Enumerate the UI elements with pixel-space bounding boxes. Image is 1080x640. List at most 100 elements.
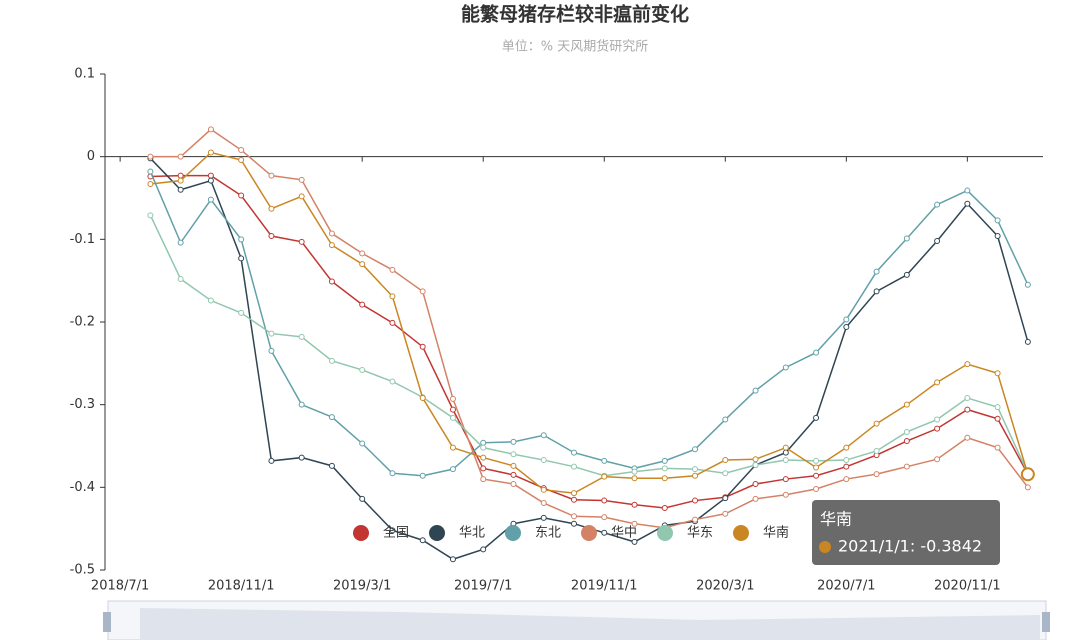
point (631, 501, 638, 508)
point (571, 513, 577, 520)
point (510, 462, 517, 469)
point (722, 495, 729, 502)
point (298, 193, 305, 200)
point (661, 505, 668, 511)
point (934, 379, 941, 386)
legend-label[interactable]: 华南 (763, 525, 789, 541)
point (449, 406, 456, 413)
point (449, 466, 456, 473)
point (1024, 484, 1031, 491)
legend-marker (581, 525, 597, 541)
point (147, 153, 154, 160)
point (752, 495, 759, 502)
zoom-handle[interactable] (103, 612, 111, 632)
point (813, 457, 820, 464)
point (540, 432, 547, 439)
point (661, 465, 668, 472)
point (782, 444, 789, 451)
data-zoom[interactable] (103, 600, 1050, 640)
y-tick-label: -0.2 (70, 315, 95, 330)
legend-label[interactable]: 华东 (687, 526, 713, 541)
point (207, 177, 214, 184)
point (480, 476, 487, 483)
point (268, 205, 275, 212)
point (419, 472, 426, 479)
point (449, 556, 456, 563)
point (268, 457, 275, 464)
point (661, 457, 668, 464)
point (480, 454, 487, 461)
point (359, 250, 366, 257)
x-tick-label: 2018/11/1 (208, 579, 275, 594)
chart-subtitle: 单位：% 天风期货研究所 (502, 39, 649, 55)
point (147, 212, 154, 219)
point (843, 323, 850, 330)
series-line (149, 157, 1029, 561)
legend-label[interactable]: 东北 (535, 526, 561, 541)
point (480, 439, 487, 446)
tooltip-title: 华南 (820, 510, 852, 529)
point (752, 481, 759, 488)
y-tick-label: 0.1 (74, 67, 95, 82)
point (449, 444, 456, 451)
point (722, 416, 729, 423)
point (873, 288, 880, 295)
zoom-shadow (140, 608, 1040, 640)
point (298, 238, 305, 245)
highlight-point (1020, 467, 1035, 482)
point (813, 464, 820, 471)
point (480, 444, 487, 451)
point (480, 546, 487, 553)
point (359, 495, 366, 502)
y-tick-label: -0.5 (70, 563, 95, 578)
legend-marker (353, 525, 369, 541)
point (328, 230, 335, 237)
tooltip-marker (819, 541, 831, 553)
point (964, 406, 971, 413)
point (328, 242, 335, 249)
point (752, 462, 759, 469)
point (843, 463, 850, 470)
x-tick-label: 2019/7/1 (454, 579, 512, 594)
point (238, 147, 245, 154)
point (571, 463, 577, 470)
point (903, 235, 910, 242)
point (601, 457, 608, 464)
point (207, 196, 214, 203)
legend-label[interactable]: 华中 (611, 526, 637, 541)
point (389, 266, 396, 273)
point (510, 438, 517, 445)
point (268, 347, 275, 354)
legend-marker (505, 525, 521, 541)
point (722, 457, 729, 464)
point (934, 456, 941, 463)
point (994, 370, 1001, 377)
point (571, 520, 577, 527)
point (964, 434, 971, 441)
legend[interactable]: 全国 华北 东北 华中 华东 华南 (353, 525, 789, 542)
point (238, 192, 245, 199)
point (601, 497, 608, 504)
series-line (149, 171, 1029, 477)
point (571, 449, 577, 456)
point (903, 271, 910, 278)
point (298, 333, 305, 340)
point (389, 319, 396, 326)
point (601, 473, 608, 480)
y-tick-label: -0.3 (70, 397, 95, 412)
point (1024, 281, 1031, 288)
point (692, 466, 699, 473)
point (601, 529, 608, 536)
point (419, 537, 426, 544)
point (964, 187, 971, 194)
point (934, 201, 941, 208)
legend-label[interactable]: 华北 (459, 526, 485, 541)
point (268, 172, 275, 179)
zoom-handle[interactable] (1042, 612, 1050, 632)
legend-label[interactable]: 全国 (383, 525, 409, 541)
point (238, 236, 245, 243)
point (298, 401, 305, 408)
point (147, 168, 154, 175)
point (722, 510, 729, 517)
point (692, 472, 699, 479)
